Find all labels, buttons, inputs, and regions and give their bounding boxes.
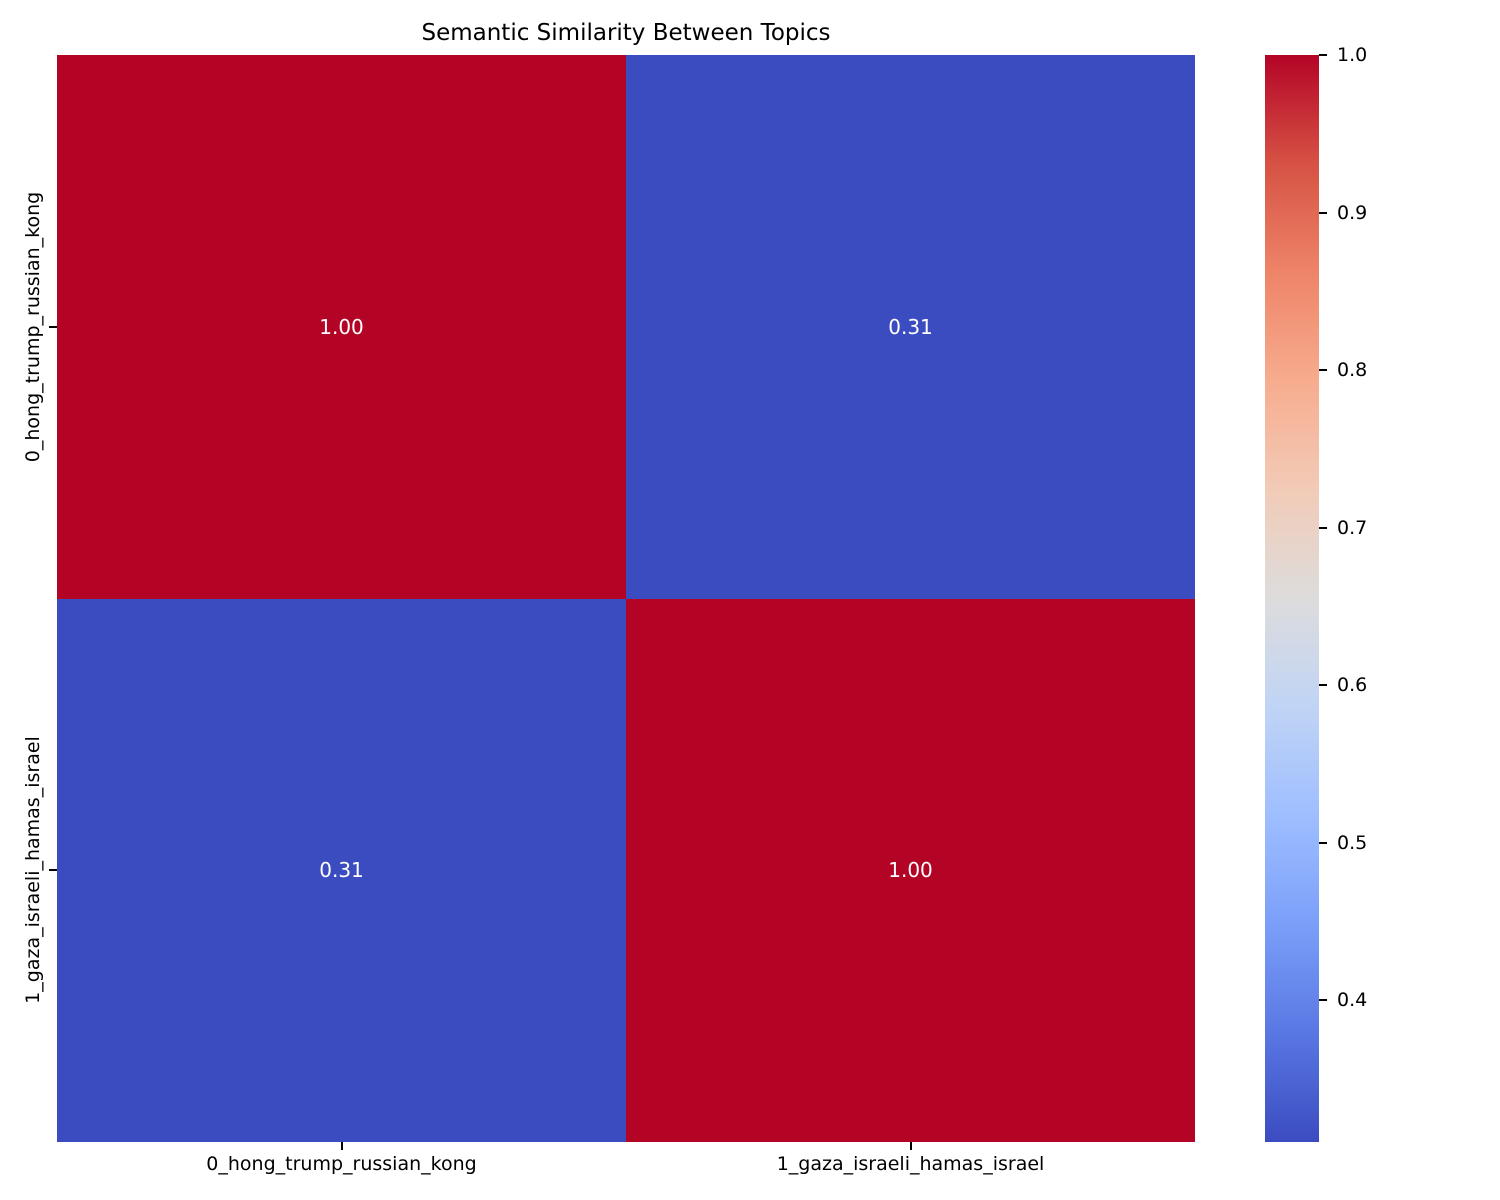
heatmap-cell: 1.00 xyxy=(57,55,626,599)
colorbar xyxy=(1265,55,1319,1142)
colorbar-tick-label: 0.8 xyxy=(1337,359,1368,382)
colorbar-tick-mark xyxy=(1319,526,1327,529)
colorbar-tick-label: 0.9 xyxy=(1337,201,1368,224)
colorbar-tick-label: 1.0 xyxy=(1337,44,1368,66)
chart-title: Semantic Similarity Between Topics xyxy=(421,20,831,46)
colorbar-tick-mark xyxy=(1319,841,1327,844)
cell-value-label: 1.00 xyxy=(319,314,364,339)
x-axis-tick-label: 1_gaza_israeli_hamas_israel xyxy=(776,1153,1045,1175)
y-tick-mark xyxy=(49,325,57,328)
heatmap-cell: 0.31 xyxy=(626,55,1195,599)
x-tick-mark xyxy=(340,1142,343,1150)
x-axis-tick-label: 0_hong_trump_russian_kong xyxy=(206,1153,477,1175)
heatmap-cell: 1.00 xyxy=(626,598,1195,1142)
colorbar-tick-label: 0.4 xyxy=(1337,989,1368,1012)
colorbar-tick-mark xyxy=(1319,211,1327,214)
heatmap-cell: 0.31 xyxy=(57,598,626,1142)
colorbar-tick-mark xyxy=(1319,369,1327,372)
cell-value-label: 0.31 xyxy=(319,858,364,883)
heatmap: 1.00 0.31 0.31 1.00 xyxy=(57,55,1195,1142)
colorbar-tick-mark xyxy=(1319,54,1327,56)
cell-value-label: 0.31 xyxy=(888,314,933,339)
colorbar-tick-label: 0.7 xyxy=(1337,516,1368,539)
colorbar-tick-mark xyxy=(1319,999,1327,1002)
colorbar-tick-mark xyxy=(1319,684,1327,687)
y-tick-mark xyxy=(49,869,57,872)
y-axis-tick-label: 1_gaza_israeli_hamas_israel xyxy=(22,736,44,1005)
y-axis-tick-label: 0_hong_trump_russian_kong xyxy=(22,191,44,462)
cell-value-label: 1.00 xyxy=(888,858,933,883)
x-tick-mark xyxy=(909,1142,912,1150)
colorbar-tick-label: 0.6 xyxy=(1337,674,1368,697)
colorbar-tick-label: 0.5 xyxy=(1337,831,1368,854)
